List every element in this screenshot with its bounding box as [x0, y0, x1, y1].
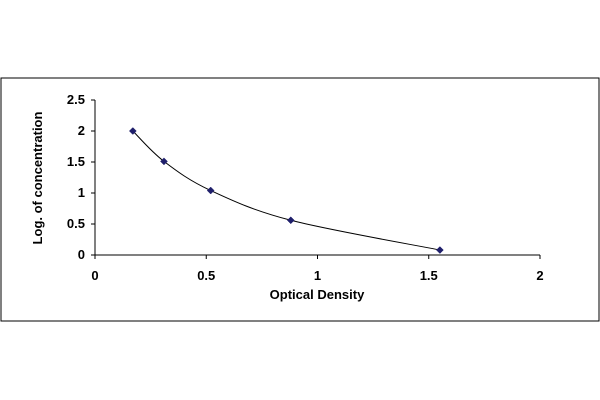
data-point	[206, 186, 215, 195]
data-point	[436, 246, 444, 254]
trend-curve	[132, 130, 440, 251]
x-tick-label: 1.5	[420, 268, 438, 283]
x-tick-label: 2	[536, 268, 543, 283]
data-point	[160, 157, 168, 166]
y-axis-title: Log. of concentration	[30, 112, 45, 245]
figure-frame	[0, 77, 600, 322]
y-tick-label: 2	[78, 123, 85, 138]
y-ticks: 0 0.5 1 1.5 2 2.5	[67, 92, 95, 262]
data-markers	[128, 127, 444, 254]
x-tick-label: 0	[91, 268, 98, 283]
y-tick-label: 0.5	[67, 216, 85, 231]
y-tick-label: 1	[78, 185, 85, 200]
x-axis-title: Optical Density	[270, 287, 365, 302]
y-tick-label: 1.5	[67, 154, 85, 169]
data-point	[128, 127, 137, 135]
y-tick-label: 0	[78, 247, 85, 262]
y-tick-label: 2.5	[67, 92, 85, 107]
x-tick-label: 1	[314, 268, 321, 283]
x-tick-label: 0.5	[197, 268, 215, 283]
x-ticks: 0 0.5 1 1.5 2	[91, 255, 544, 283]
data-point	[286, 216, 295, 225]
